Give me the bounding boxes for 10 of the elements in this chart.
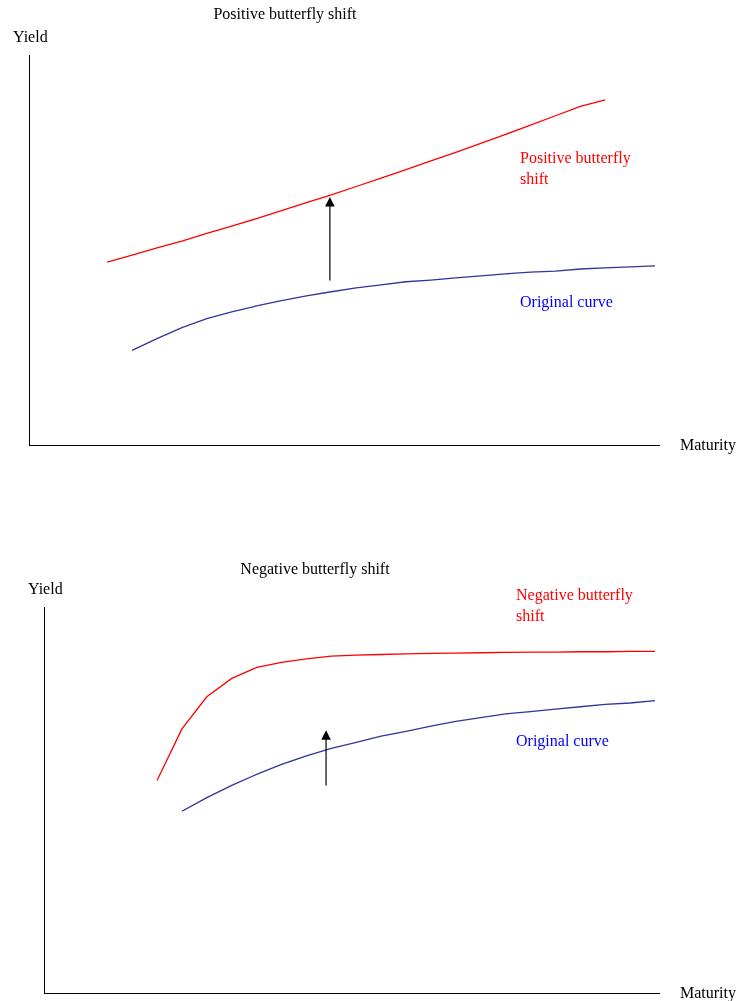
series-label: Original curve xyxy=(520,293,613,311)
chart-title: Negative butterfly shift xyxy=(240,560,391,579)
chart-title: Positive butterfly shift xyxy=(213,5,358,24)
x-axis-title: Maturity xyxy=(680,436,736,454)
series-label: Negative butterfly shift xyxy=(516,586,633,624)
series-label: Original curve xyxy=(516,732,609,750)
y-axis-title: Yield xyxy=(28,580,63,597)
y-axis-title: Yield xyxy=(13,28,48,45)
x-axis-title: Maturity xyxy=(680,984,736,1001)
series-label: Positive butterfly shift xyxy=(520,149,631,187)
